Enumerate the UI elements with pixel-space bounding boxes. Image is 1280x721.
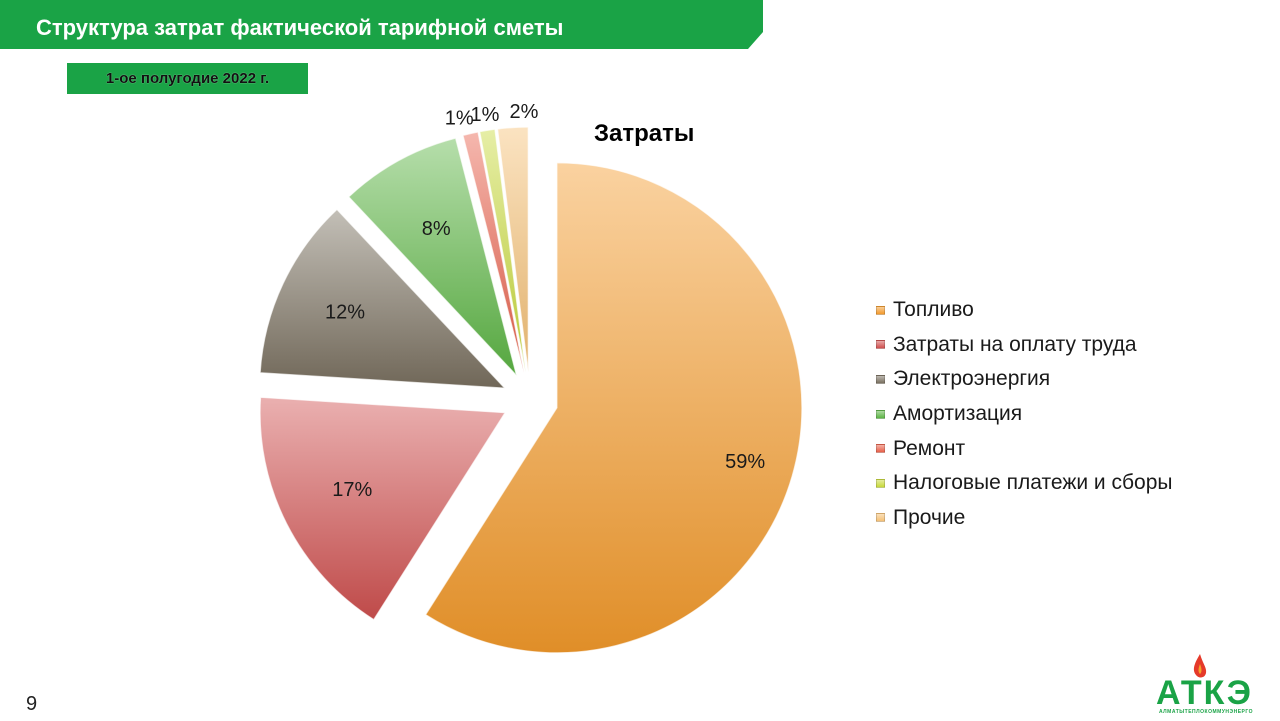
pie-slice-5: [462, 131, 525, 373]
pie-data-label-1: 59%: [725, 451, 765, 473]
company-logo: АТКЭ АЛМАТЫТЕПЛОКОММУНЭНЕРГО: [1150, 650, 1276, 716]
legend-item: Топливо: [876, 293, 1172, 328]
pie-slice-6: [479, 128, 527, 373]
legend-item: Налоговые платежи и сборы: [876, 466, 1172, 501]
legend-label: Налоговые платежи и сборы: [893, 471, 1173, 495]
pie-data-label-6: 1%: [471, 104, 500, 126]
pie-data-label-7: 2%: [509, 101, 538, 123]
legend-item: Прочие: [876, 501, 1172, 536]
legend-item: Электроэнергия: [876, 362, 1172, 397]
legend-item: Ремонт: [876, 431, 1172, 466]
logo-subtext: АЛМАТЫТЕПЛОКОММУНЭНЕРГО: [1159, 709, 1254, 715]
pie-slice-2: [259, 396, 507, 621]
pie-data-label-3: 12%: [325, 301, 365, 323]
chart-title: Затраты: [594, 120, 695, 147]
pie-slice-1: [424, 162, 803, 654]
pie-data-label-2: 17%: [332, 479, 372, 501]
pie-data-label-4: 8%: [422, 218, 451, 240]
legend-swatch: [876, 444, 885, 454]
legend-label: Электроэнергия: [893, 367, 1051, 391]
pie-slices: [259, 126, 803, 654]
period-badge: 1-ое полугодие 2022 г.: [67, 63, 308, 94]
pie-slice-4: [347, 137, 518, 376]
chart-legend: Топливо Затраты на оплату труда Электроэне…: [876, 293, 1172, 535]
legend-swatch: [876, 409, 885, 419]
legend-swatch: [876, 478, 885, 488]
legend-item: Амортизация: [876, 397, 1172, 432]
legend-label: Затраты на оплату труда: [893, 332, 1137, 356]
title-bar: Структура затрат фактической тарифной см…: [0, 0, 763, 49]
legend-label: Топливо: [893, 298, 974, 322]
flame-drop-icon: [1193, 654, 1207, 678]
pie-slice-3: [259, 208, 507, 389]
page-number: 9: [26, 693, 38, 715]
legend-swatch: [876, 374, 885, 384]
legend-label: Прочие: [893, 505, 966, 529]
slide-title: Структура затрат фактической тарифной см…: [36, 15, 564, 40]
legend-swatch: [876, 305, 885, 315]
title-bar-background: [0, 0, 763, 49]
legend-swatch: [876, 513, 885, 523]
pie-slice-7: [496, 126, 529, 373]
legend-label: Ремонт: [893, 436, 966, 460]
legend-label: Амортизация: [893, 402, 1023, 426]
legend-swatch: [876, 340, 885, 350]
legend-item: Затраты на оплату труда: [876, 328, 1172, 363]
logo-text: АТКЭ: [1156, 674, 1253, 712]
pie-labels: 59% 17% 12% 8% 1%1% 2%: [325, 101, 765, 501]
pie-data-label-5: 1%: [445, 108, 474, 130]
